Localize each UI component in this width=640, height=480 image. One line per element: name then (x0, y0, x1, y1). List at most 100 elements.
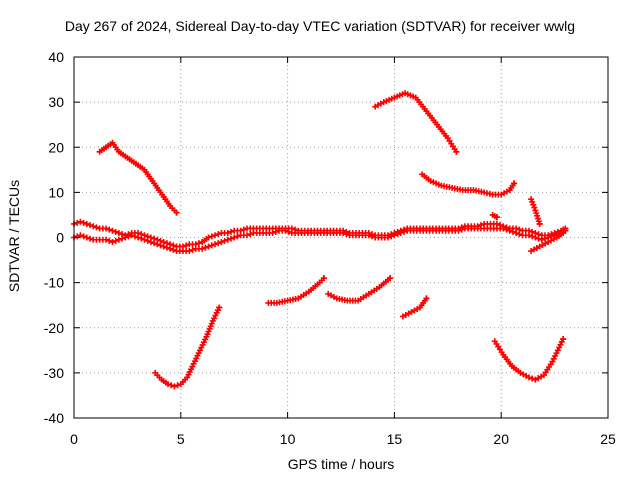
data-point (240, 226, 247, 233)
data-point (528, 196, 535, 203)
data-point (103, 225, 110, 232)
data-point (160, 243, 167, 250)
x-tick-label: 10 (280, 431, 296, 447)
data-point (530, 201, 537, 208)
data-point (509, 228, 516, 235)
data-point (536, 220, 543, 227)
data-point (234, 233, 241, 240)
data-point (224, 229, 231, 236)
data-point (423, 295, 430, 302)
data-point (493, 214, 500, 221)
y-tick-label: 40 (48, 49, 64, 65)
data-point (272, 228, 279, 235)
data-point (125, 233, 132, 240)
data-point (368, 233, 375, 240)
data-point (87, 222, 94, 229)
data-point (365, 232, 372, 239)
data-point (320, 275, 327, 282)
data-point (195, 240, 202, 247)
data-points (71, 90, 569, 390)
data-point (529, 198, 536, 205)
x-tick-label: 5 (177, 431, 185, 447)
data-point (525, 374, 532, 381)
data-point (90, 223, 97, 230)
data-point (128, 232, 135, 239)
y-tick-label: 0 (56, 230, 64, 246)
x-tick-label: 15 (387, 431, 403, 447)
data-point (174, 382, 181, 389)
data-point (458, 226, 465, 233)
data-point (115, 229, 122, 236)
data-point (340, 229, 347, 236)
data-point (401, 228, 408, 235)
y-tick-label: 10 (48, 184, 64, 200)
data-point (109, 227, 116, 234)
data-point (511, 180, 518, 187)
data-point (387, 275, 394, 282)
data-point (218, 239, 225, 246)
data-point (83, 220, 90, 227)
data-point (141, 236, 148, 243)
data-point (103, 236, 110, 243)
data-point (211, 232, 218, 239)
data-point (391, 232, 398, 239)
data-point (205, 234, 212, 241)
y-tick-label: -30 (44, 365, 64, 381)
x-tick-label: 20 (493, 431, 509, 447)
data-point (171, 383, 178, 390)
data-point (147, 239, 154, 246)
data-point (168, 382, 175, 389)
data-point (186, 248, 193, 255)
data-point (384, 234, 391, 241)
data-point (106, 237, 113, 244)
data-point (74, 219, 81, 226)
data-point (106, 226, 113, 233)
data-point (535, 235, 542, 242)
data-point (173, 209, 180, 216)
data-point (529, 233, 536, 240)
data-point (388, 233, 395, 240)
y-tick-label: 30 (48, 94, 64, 110)
data-point (157, 242, 164, 249)
data-point (453, 148, 460, 155)
data-point (538, 236, 545, 243)
data-point (163, 244, 170, 251)
data-point (164, 381, 171, 388)
data-point (216, 304, 223, 311)
data-point (151, 240, 158, 247)
y-tick-label: -20 (44, 320, 64, 336)
data-point (208, 233, 215, 240)
chart-title: Day 267 of 2024, Sidereal Day-to-day VTE… (64, 18, 576, 34)
data-point (227, 235, 234, 242)
x-tick-label: 25 (600, 431, 616, 447)
data-point (211, 241, 218, 248)
data-point (343, 231, 350, 238)
data-point (87, 235, 94, 242)
data-point (189, 246, 196, 253)
data-point (183, 242, 190, 249)
y-tick-label: -40 (44, 410, 64, 426)
data-point (397, 229, 404, 236)
data-point (247, 231, 254, 238)
data-point (224, 236, 231, 243)
data-point (83, 234, 90, 241)
data-point (215, 240, 222, 247)
data-point (80, 233, 87, 240)
data-point (208, 242, 215, 249)
data-point (532, 234, 539, 241)
data-point (231, 234, 238, 241)
y-tick-label: -10 (44, 275, 64, 291)
data-point (138, 235, 145, 242)
data-point (560, 336, 567, 343)
data-point (221, 237, 228, 244)
data-point (112, 228, 119, 235)
ticks: 0 5 10 15 20 25 40 30 20 10 0 -10 -20 -30 -40 (44, 49, 616, 447)
data-point (513, 229, 520, 236)
data-point (503, 226, 510, 233)
data-point (77, 232, 84, 239)
data-point (215, 231, 222, 238)
data-point (77, 218, 84, 225)
x-axis-label: GPS time / hours (287, 456, 395, 472)
data-point (285, 228, 292, 235)
